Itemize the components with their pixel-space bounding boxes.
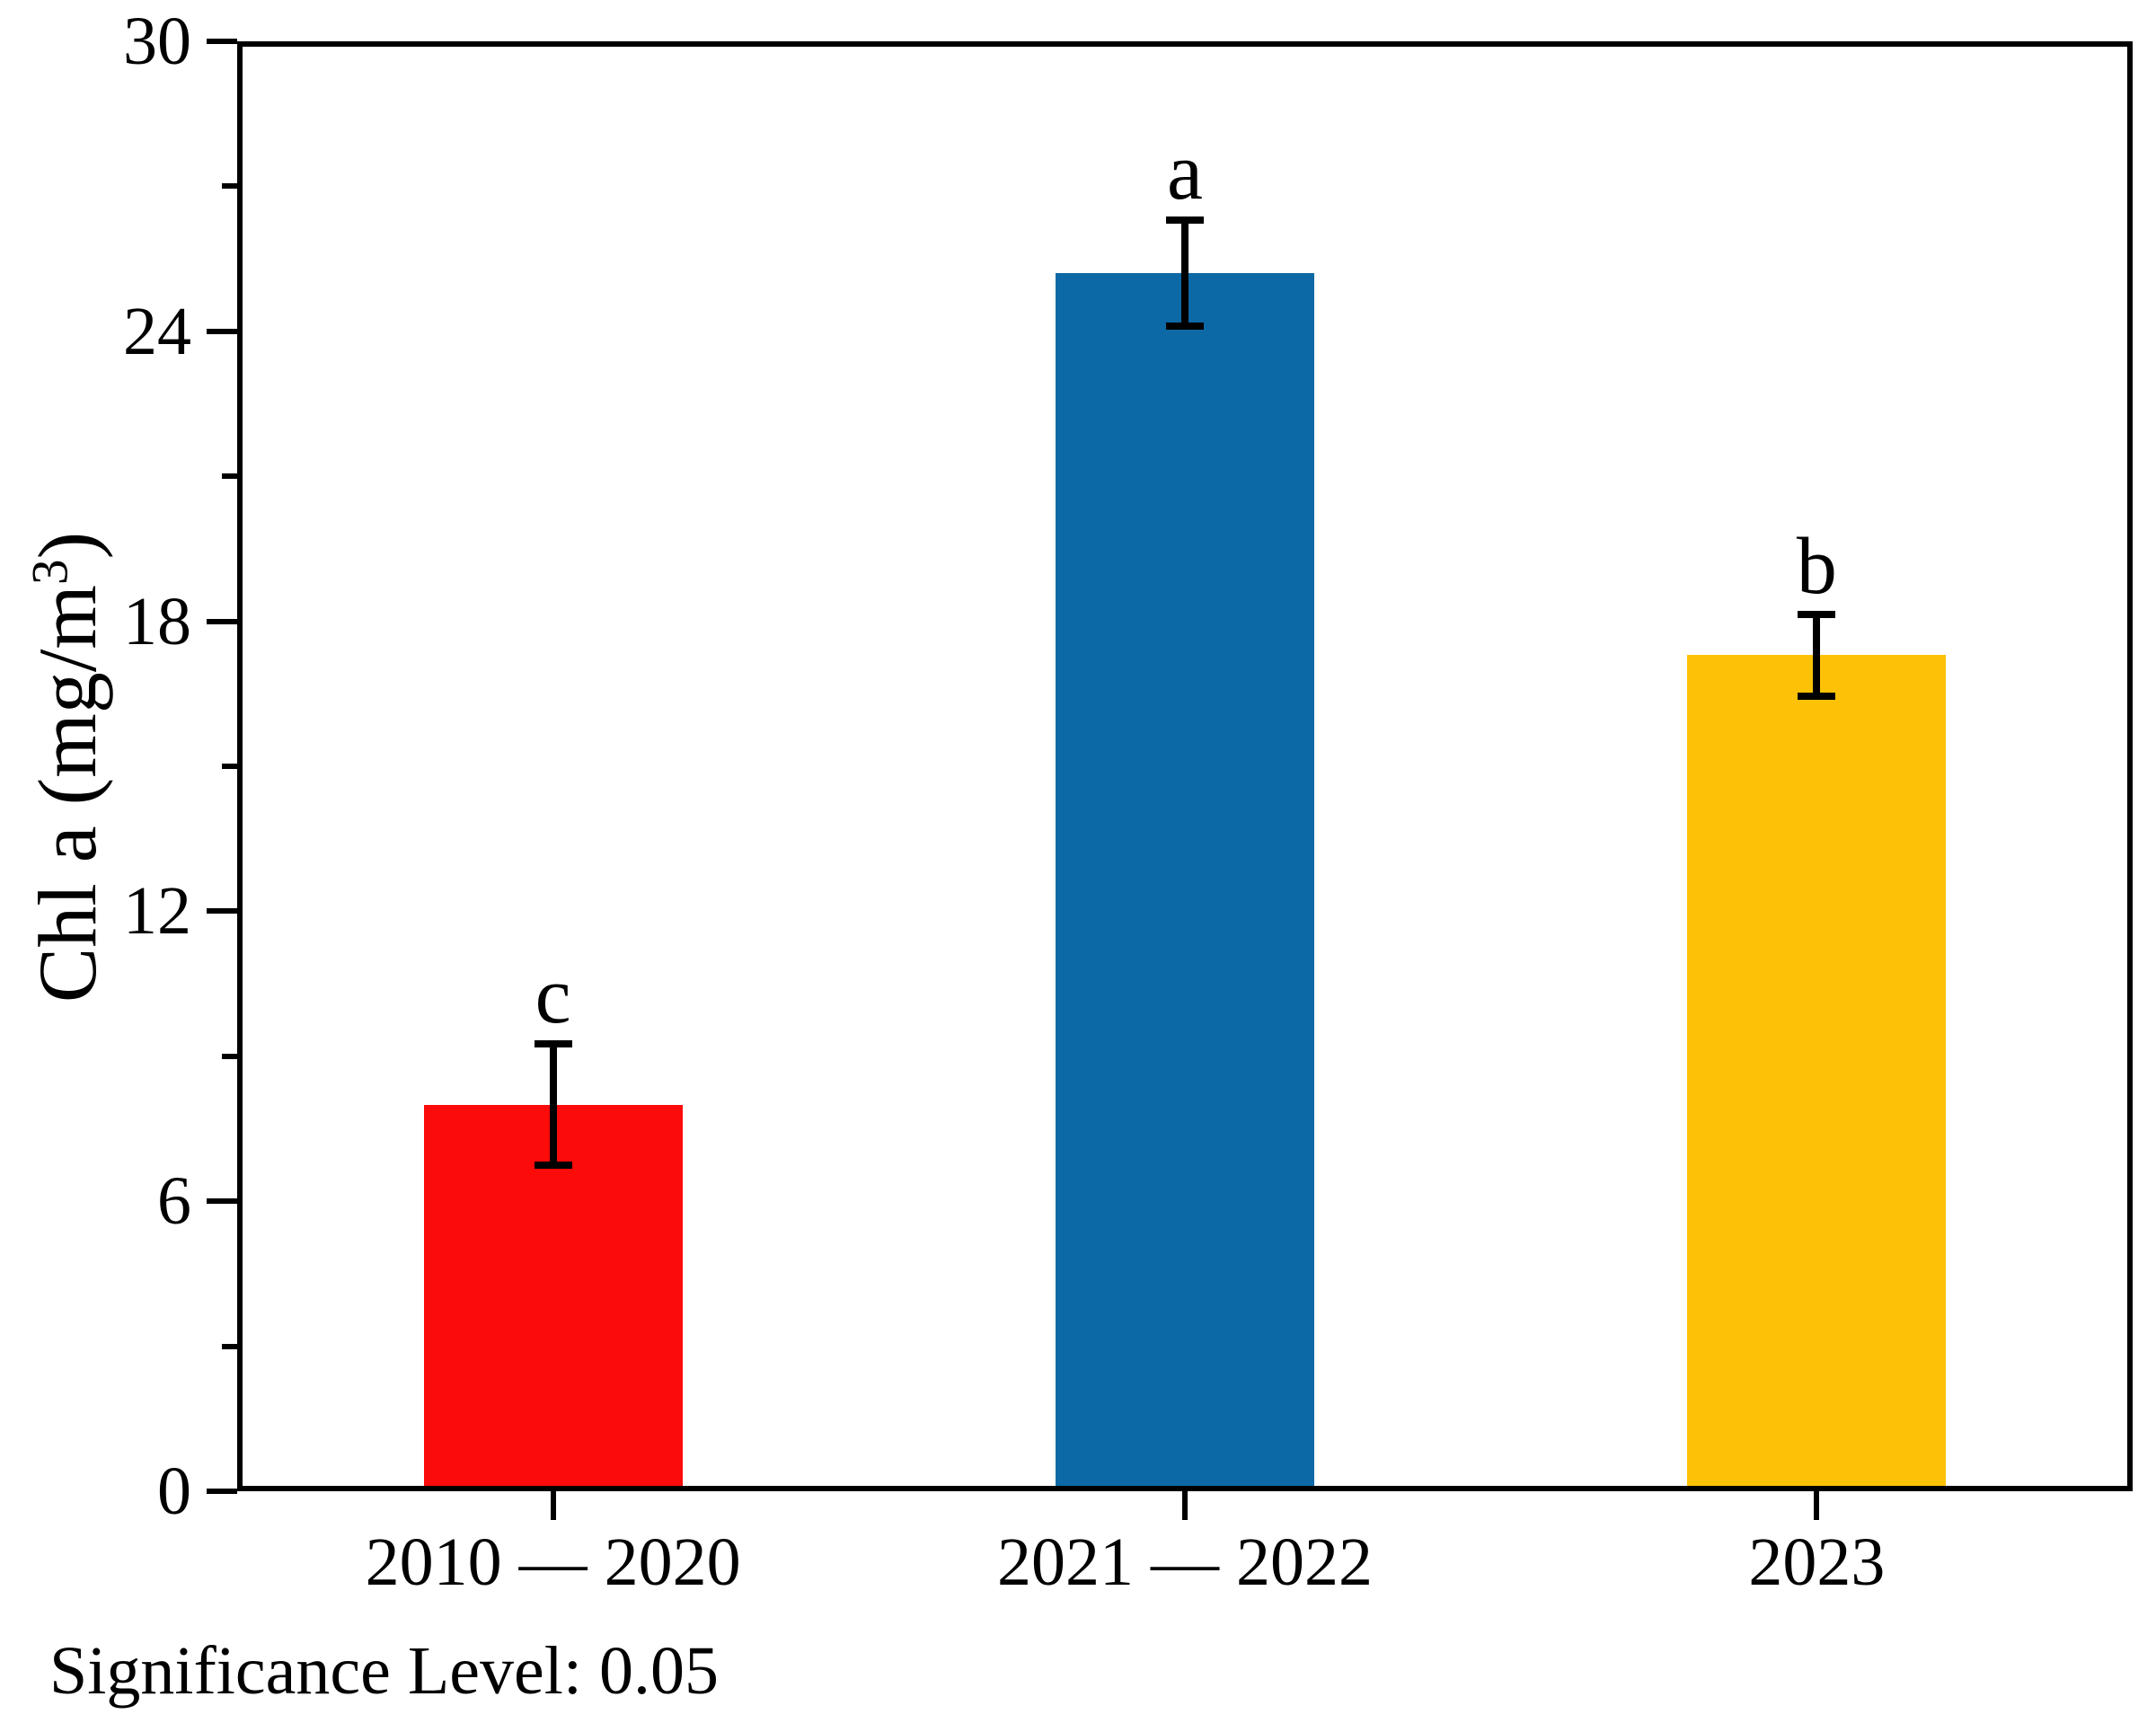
y-major-tick xyxy=(207,908,237,915)
y-minor-tick xyxy=(222,183,237,190)
x-tick-label: 2023 xyxy=(1748,1524,1886,1600)
bar-1 xyxy=(423,1104,683,1491)
x-tick-label: 2010 — 2020 xyxy=(365,1524,741,1600)
significance-letter-c: c xyxy=(535,951,571,1041)
error-bar-stem xyxy=(1813,614,1821,696)
y-major-tick xyxy=(207,618,237,624)
error-bar-cap-top xyxy=(534,1040,572,1048)
y-major-tick xyxy=(207,328,237,334)
y-minor-tick xyxy=(222,1343,237,1349)
y-tick-label: 6 xyxy=(157,1163,191,1240)
y-axis-title-close: ) xyxy=(22,531,113,560)
y-axis-title: Chl a (mg/m3) xyxy=(22,453,113,1082)
error-bar-cap-bottom xyxy=(534,1161,572,1169)
y-axis-title-superscript: 3 xyxy=(22,559,79,586)
y-tick-label: 24 xyxy=(123,293,191,369)
x-tick-label: 2021 — 2022 xyxy=(997,1524,1373,1600)
y-minor-tick xyxy=(222,1053,237,1059)
y-major-tick xyxy=(207,39,237,44)
error-bar-stem xyxy=(549,1044,557,1165)
x-tick xyxy=(550,1491,556,1520)
y-tick-label: 18 xyxy=(123,583,191,659)
y-minor-tick xyxy=(222,473,237,480)
significance-letter-b: b xyxy=(1796,521,1837,611)
error-bar-cap-top xyxy=(1798,610,1836,618)
bar-3 xyxy=(1687,655,1947,1491)
y-major-tick xyxy=(207,1198,237,1205)
y-tick-label: 12 xyxy=(123,873,191,950)
y-major-tick xyxy=(207,1489,237,1494)
y-tick-label: 30 xyxy=(123,4,191,79)
bar-2 xyxy=(1056,273,1314,1491)
error-bar-cap-top xyxy=(1166,216,1204,225)
y-minor-tick xyxy=(222,764,237,769)
y-tick-label: 0 xyxy=(157,1454,191,1529)
error-bar-cap-bottom xyxy=(1166,323,1204,331)
significance-note: Significance Level: 0.05 xyxy=(49,1633,719,1709)
error-bar-cap-bottom xyxy=(1798,692,1836,700)
significance-letter-a: a xyxy=(1167,128,1203,217)
x-tick xyxy=(1182,1491,1188,1520)
error-bar-stem xyxy=(1181,220,1188,327)
x-tick xyxy=(1814,1491,1820,1520)
